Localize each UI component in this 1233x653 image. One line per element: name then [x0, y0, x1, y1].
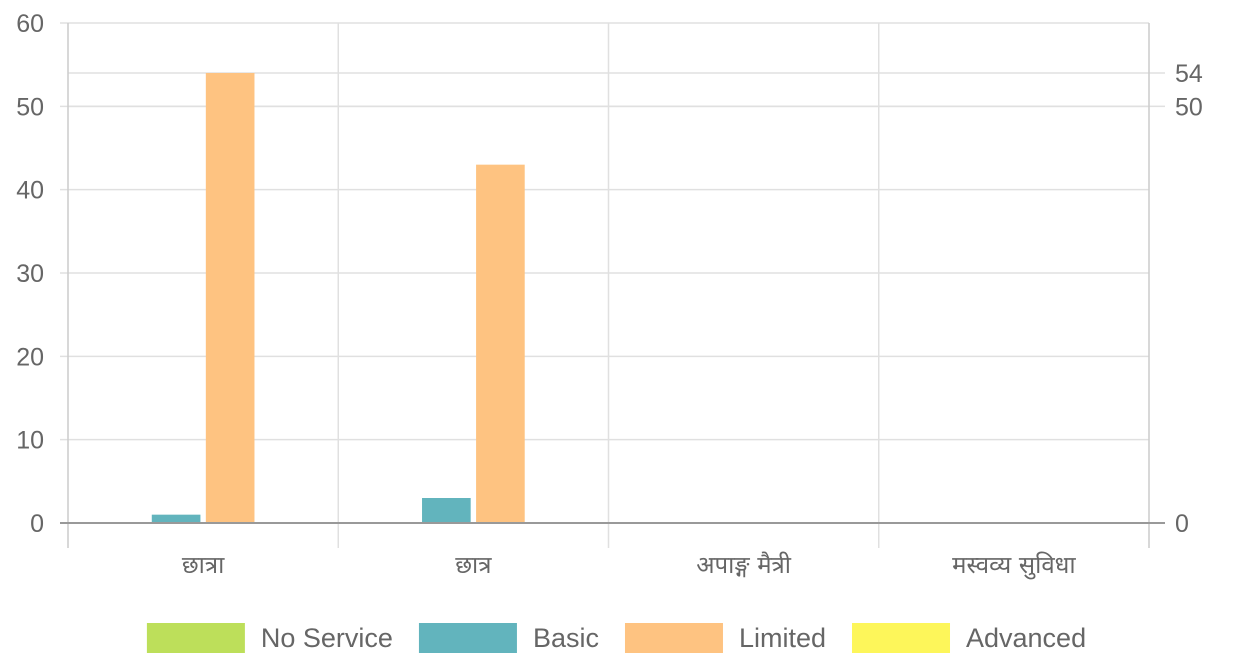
legend-swatch: [418, 623, 517, 653]
legend-label: No Service: [261, 623, 393, 653]
bar[interactable]: [151, 514, 201, 523]
y-right-tick-label: 54: [1175, 60, 1203, 88]
labels-layer: 0 10 20 30 40 50 60 0 50 54 छात्रा छात्र अपाङ्ग मैत्…: [16, 10, 1203, 580]
legend[interactable]: No Service Basic Limited Advanced: [146, 623, 1086, 653]
legend-item[interactable]: Limited: [624, 623, 826, 653]
y-tick-label: 40: [16, 177, 44, 205]
bar[interactable]: [422, 498, 471, 523]
legend-swatch: [146, 623, 245, 653]
bar[interactable]: [476, 164, 525, 523]
x-tick-label: अपाङ्ग मैत्री: [696, 551, 792, 579]
x-tick-label: छात्रा: [182, 551, 225, 579]
y-tick-label: 10: [16, 427, 44, 455]
legend-item[interactable]: No Service: [146, 623, 393, 653]
bar[interactable]: [205, 73, 255, 523]
bars-layer: [151, 73, 525, 523]
y-tick-label: 50: [16, 93, 44, 121]
y-tick-label: 0: [30, 510, 44, 538]
legend-label: Basic: [533, 623, 599, 653]
legend-label: Limited: [739, 623, 826, 653]
y-tick-label: 20: [16, 343, 44, 371]
x-tick-label: छात्र: [455, 551, 492, 579]
legend-swatch: [852, 623, 951, 653]
y-tick-label: 30: [16, 260, 44, 288]
legend-label: Advanced: [966, 623, 1086, 653]
y-right-tick-label: 50: [1175, 93, 1203, 121]
legend-item[interactable]: Advanced: [852, 623, 1086, 653]
y-right-tick-label: 0: [1175, 510, 1189, 538]
legend-swatch: [624, 623, 723, 653]
legend-item[interactable]: Basic: [418, 623, 599, 653]
y-tick-label: 60: [16, 10, 44, 38]
x-tick-label: मस्वव्य सुविधा: [952, 551, 1076, 580]
